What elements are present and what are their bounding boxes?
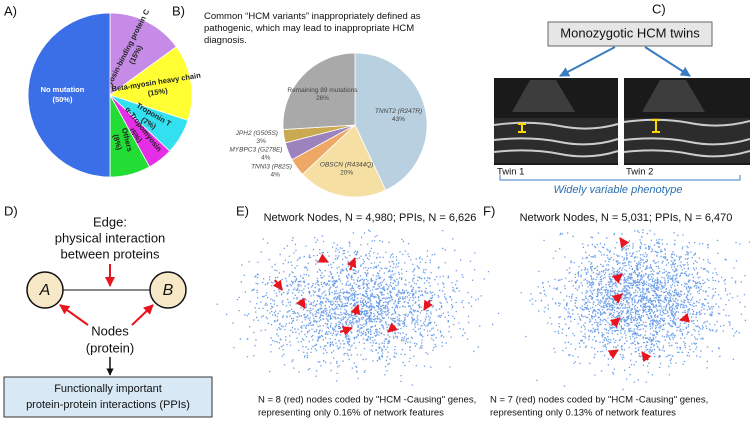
pie-slice [282,52,356,130]
slice-label-name: TNNT2 (R247R) [375,108,422,115]
twins-box [547,21,713,47]
red-arrow [272,279,283,291]
pie-slice [27,12,111,178]
network-title: Network Nodes, N = 4,980; PPIs, N = 6,62… [264,212,477,224]
red-arrow [641,351,652,363]
pie-slice [354,52,428,191]
twins-box-text: Monozygotic HCM twins [560,25,700,40]
slice-label: Others(8%) [111,127,134,153]
red-arrow [609,317,621,328]
node-label: B [163,282,174,299]
ppi-box-text: Functionally important [54,383,162,395]
slice-label-name: TNNI3 (P82S) [251,164,292,171]
twin-label: Twin 2 [626,167,653,178]
slice-value-label: (8%) [111,133,124,151]
nodes-label: (protein) [86,340,134,355]
node [26,271,64,309]
pie-panels: A) Myosin-binding protein C(15%)Beta-myos… [4,3,428,198]
slice-value-label: 43% [392,116,405,123]
arrow [59,304,89,326]
phenotype-caption: Widely variable phenotype [554,184,683,196]
network-caption: N = 7 (red) nodes coded by "HCM -Causing… [490,395,708,406]
network-image [216,229,500,386]
echo-image [493,78,619,165]
red-arrow [619,237,630,249]
slice-label-name: Remaining 89 mutations [287,87,358,94]
red-arrow [387,322,399,333]
slice-value-label: 4% [270,172,280,179]
panel-label: E) [236,203,249,218]
edge-label: Edge: [93,214,127,229]
slice-label: No mutation(50%) [41,85,85,104]
pie-slice [109,46,193,121]
network-image [520,229,750,391]
slice-value-label: 3% [257,138,267,145]
network-caption: representing only 0.16% of network featu… [258,408,444,419]
twin-label: Twin 1 [497,167,524,178]
red-arrow [611,293,623,304]
red-arrow [611,273,623,284]
slice-label-name: OBSCN (R4344Q) [320,162,373,169]
slice-label-name: No mutation [41,85,85,94]
bracket [499,175,741,181]
edge-label: between proteins [60,246,160,261]
pie-slice [109,12,177,96]
slice-value-label: 26% [316,95,329,102]
red-arrow [350,304,361,316]
pie-slice [301,124,387,198]
echo-image [623,78,750,165]
ppi-box-text: protein-protein interactions (PPIs) [26,399,190,411]
red-arrow [317,253,329,263]
arrow [559,46,616,77]
node [149,271,187,309]
slice-label-name: MYBPC3 (G278E) [229,146,282,153]
panel-label: B) [172,3,185,18]
arrow [644,46,691,77]
red-arrow [339,326,353,336]
slice-value-label: 20% [340,170,353,177]
network-caption: representing only 0.13% of network featu… [490,408,676,419]
red-arrow [607,349,619,360]
slice-value-label: (50%) [52,95,73,104]
red-arrow [295,297,306,309]
ppi-box [3,376,213,418]
highlight-arrows [272,237,690,363]
nodes-label: Nodes [91,323,129,338]
panel-label: C) [652,1,666,16]
red-arrow [346,257,357,271]
slice-value-label: (15%) [147,86,169,98]
network-title: Network Nodes, N = 5,031; PPIs, N = 6,47… [520,212,733,224]
network-caption: N = 8 (red) nodes coded by "HCM -Causing… [258,395,476,406]
red-arrow [679,312,690,323]
slice-value-label: 4% [261,154,271,161]
panel-label: F) [483,203,495,218]
panel-label: A) [4,3,17,18]
red-arrow [423,299,433,311]
chart-title: Common “HCM variants” inappropriately de… [204,11,421,46]
slice-label-name: JPH2 (G505S) [235,130,278,137]
edge-label: physical interaction [55,230,166,245]
node-label: A [39,282,51,299]
panel-label: D) [4,203,18,218]
arrow [131,304,154,326]
